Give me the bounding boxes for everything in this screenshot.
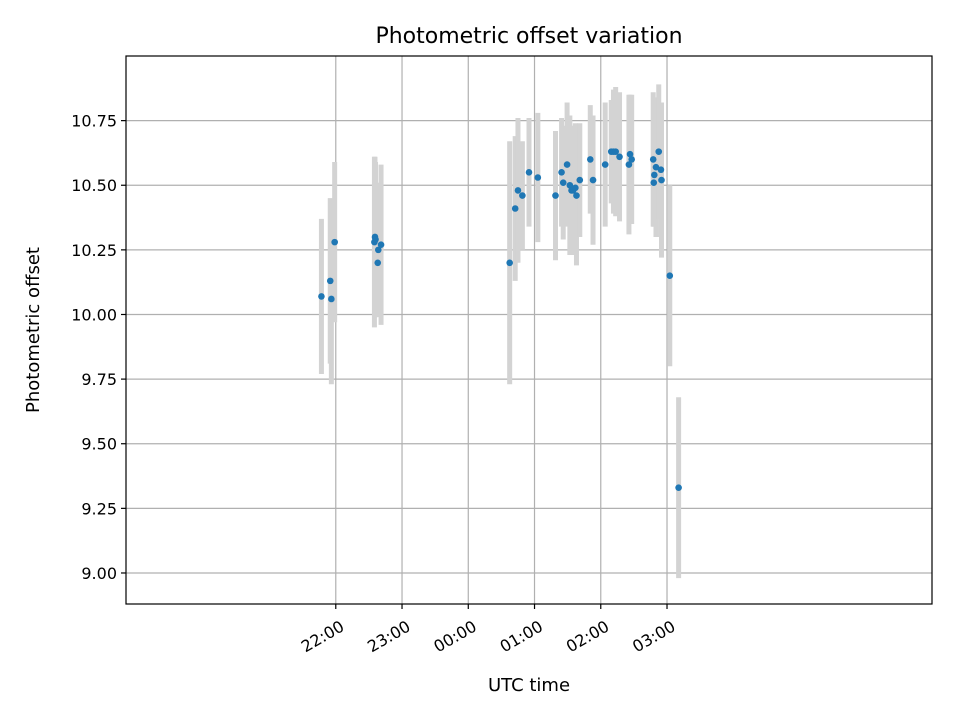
- y-tick-label: 9.00: [81, 564, 117, 583]
- y-tick-label: 10.75: [71, 112, 117, 131]
- data-point: [601, 161, 609, 168]
- y-axis-label: Photometric offset: [23, 247, 44, 413]
- data-point: [626, 150, 634, 158]
- data-point: [514, 187, 522, 194]
- y-tick-label: 9.25: [81, 499, 117, 518]
- data-point: [552, 192, 559, 199]
- data-point: [576, 176, 584, 184]
- data-point: [511, 205, 519, 212]
- data-point: [589, 176, 597, 184]
- y-axis: 9.00 9.25 9.50 9.75 10.00 10.25 10.50 10.75: [71, 112, 126, 583]
- data-point: [558, 169, 565, 176]
- data-point: [652, 163, 660, 171]
- data-point: [650, 179, 658, 186]
- y-tick-label: 9.50: [81, 435, 117, 454]
- data-point: [586, 156, 594, 163]
- data-point: [658, 176, 665, 184]
- data-point: [331, 238, 338, 246]
- data-points: [318, 148, 682, 491]
- data-point: [573, 192, 580, 199]
- chart-title: Photometric offset variation: [375, 24, 682, 49]
- y-tick-label: 10.00: [71, 305, 117, 324]
- data-point: [519, 192, 526, 199]
- data-point: [572, 184, 579, 192]
- data-point: [559, 179, 567, 186]
- data-point: [534, 174, 542, 181]
- data-point: [326, 277, 334, 285]
- data-point: [666, 272, 674, 280]
- data-point: [374, 259, 382, 267]
- data-point: [612, 148, 619, 155]
- data-point: [506, 259, 513, 267]
- data-point: [372, 236, 379, 243]
- data-point: [318, 293, 325, 300]
- data-point: [525, 169, 533, 176]
- data-point: [649, 156, 657, 163]
- y-tick-label: 10.50: [71, 176, 117, 195]
- data-point: [657, 166, 665, 174]
- data-point: [628, 156, 635, 163]
- data-point: [374, 246, 382, 254]
- data-point: [651, 171, 658, 179]
- grid: [126, 56, 932, 604]
- plot-frame: [125, 55, 933, 605]
- data-point: [625, 161, 633, 168]
- data-point: [675, 484, 682, 491]
- data-point: [566, 181, 574, 189]
- data-point: [655, 148, 663, 155]
- data-point: [616, 153, 623, 161]
- data-point: [328, 295, 335, 303]
- x-axis-label: UTC time: [488, 675, 570, 696]
- data-point: [563, 161, 571, 168]
- y-tick-label: 9.75: [81, 370, 117, 389]
- y-tick-label: 10.25: [71, 241, 117, 260]
- data-point: [377, 241, 385, 248]
